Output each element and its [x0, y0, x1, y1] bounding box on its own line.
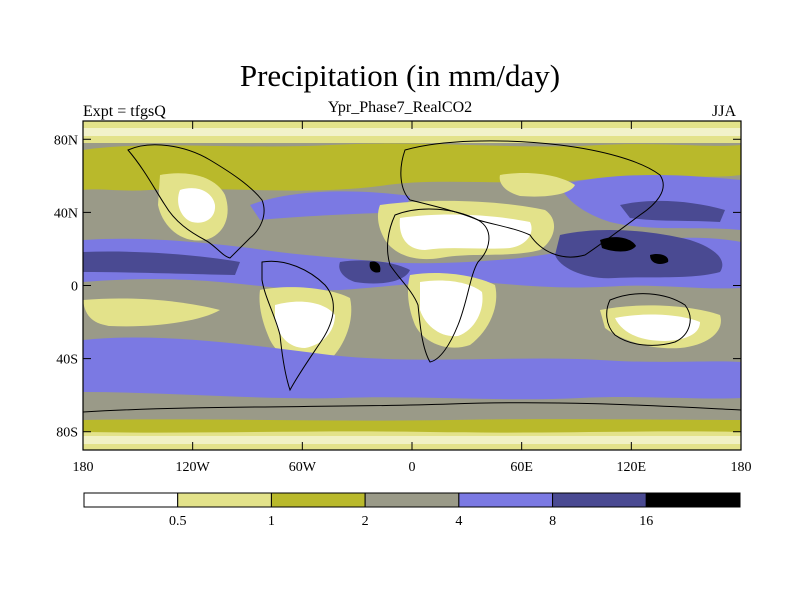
field-africa-peak [369, 261, 381, 273]
field-desert-white [399, 214, 532, 250]
field-arctic-white [83, 128, 741, 136]
colorbar-swatch [177, 492, 272, 508]
colorbar-swatch [552, 492, 647, 508]
field-antarctic-white [83, 436, 741, 444]
x-tick-label: 180 [73, 460, 94, 475]
y-tick-label: 40N [54, 206, 78, 221]
field-sh-olive [83, 419, 741, 433]
y-axis: 80N 40N 0 40S 80S [54, 133, 741, 441]
x-tick-label: 60E [510, 460, 533, 475]
field-nh-olive [83, 143, 741, 191]
colorbar-label: 16 [639, 514, 653, 529]
colorbar-swatch [458, 492, 554, 508]
y-tick-label: 40S [56, 353, 78, 368]
coast-australia [606, 293, 691, 346]
x-tick-label: 0 [409, 460, 416, 475]
colorbar-label: 0.5 [169, 514, 187, 529]
x-tick-label: 60W [289, 460, 317, 475]
field-sp-yellow [83, 298, 220, 327]
colorbar: 0.5 1 2 4 8 16 [83, 492, 741, 529]
field-itcz-east-pacific [83, 251, 240, 275]
field-nh-atlantic-blue [250, 191, 410, 220]
field-na-white [178, 188, 216, 223]
field-australia-white [615, 314, 700, 341]
field-maritime-peak-2 [650, 253, 669, 264]
x-tick-label: 120W [176, 460, 211, 475]
field-maritime-peak-1 [600, 237, 636, 252]
field-nh-pacific-dark [620, 200, 725, 222]
y-tick-label: 80N [54, 133, 78, 148]
colorbar-swatch [270, 492, 366, 508]
colorbar-label: 2 [362, 514, 369, 529]
colorbar-label: 4 [455, 514, 462, 529]
coast-north-america [127, 144, 265, 259]
map-subtitle: Ypr_Phase7_RealCO2 [327, 99, 473, 116]
colorbar-label: 8 [549, 514, 556, 529]
coast-antarctica [83, 402, 741, 413]
field-maritime-dark [555, 229, 723, 279]
experiment-label: Expt = tfgsQ [83, 103, 166, 120]
x-axis: 180 120W 60W 0 60E 120E 180 [73, 121, 752, 475]
x-tick-label: 120E [617, 460, 647, 475]
colorbar-label: 1 [268, 514, 275, 529]
colorbar-swatch [83, 492, 179, 508]
field-asia-yellow [499, 173, 575, 197]
y-tick-label: 0 [71, 280, 78, 295]
season-label: JJA [712, 103, 737, 120]
field-sa-white [275, 301, 335, 348]
field-sh-blue [83, 337, 741, 400]
precipitation-field [83, 121, 741, 450]
x-tick-label: 180 [731, 460, 752, 475]
colorbar-swatch [364, 492, 460, 508]
coastlines [83, 140, 741, 413]
coast-south-america [261, 260, 334, 392]
colorbar-swatch [645, 492, 741, 508]
map-title: Precipitation (in mm/day) [239, 58, 561, 93]
y-tick-label: 80S [56, 426, 78, 441]
coast-eurasia [400, 140, 664, 258]
